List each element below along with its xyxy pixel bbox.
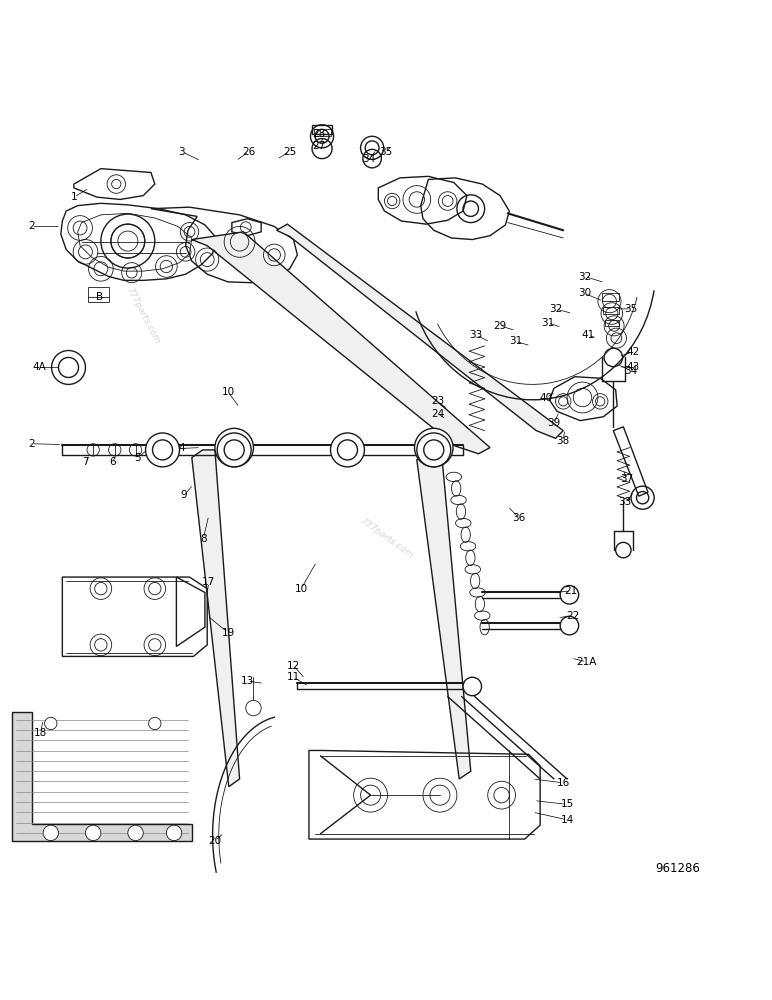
Text: 24: 24 (431, 409, 444, 419)
Text: 33: 33 (618, 497, 631, 507)
Text: 8: 8 (200, 534, 207, 544)
Text: 777parts.com: 777parts.com (357, 517, 415, 560)
Text: 2: 2 (29, 221, 35, 231)
Text: 11: 11 (287, 672, 300, 682)
Circle shape (463, 677, 482, 696)
Text: B: B (96, 292, 103, 302)
Text: 34: 34 (362, 154, 376, 164)
Polygon shape (276, 224, 564, 438)
Polygon shape (191, 450, 239, 787)
Polygon shape (417, 452, 471, 779)
Text: 30: 30 (578, 288, 591, 298)
Text: 32: 32 (549, 304, 562, 314)
Text: 20: 20 (208, 836, 222, 846)
Text: 4A: 4A (32, 362, 46, 372)
Circle shape (45, 717, 57, 730)
Text: 3: 3 (178, 147, 185, 157)
Text: 21: 21 (564, 586, 577, 596)
Circle shape (146, 433, 179, 467)
Bar (603, 307, 618, 314)
Text: 33: 33 (469, 330, 482, 340)
Text: 12: 12 (287, 661, 300, 671)
Circle shape (217, 433, 251, 467)
Text: 16: 16 (557, 778, 570, 788)
Text: 31: 31 (541, 318, 554, 328)
Text: 39: 39 (547, 418, 560, 428)
Polygon shape (12, 712, 191, 841)
Text: 29: 29 (493, 321, 506, 331)
Text: 10: 10 (222, 387, 235, 397)
Text: 15: 15 (560, 799, 574, 809)
Text: 37: 37 (620, 474, 633, 484)
Bar (604, 320, 618, 326)
Text: 40: 40 (540, 393, 553, 403)
Bar (88, 287, 110, 302)
Text: 28: 28 (313, 129, 326, 139)
Circle shape (560, 616, 579, 635)
Circle shape (330, 433, 364, 467)
Text: 36: 36 (512, 513, 525, 523)
Circle shape (417, 433, 451, 467)
Circle shape (86, 825, 101, 841)
Circle shape (128, 825, 144, 841)
Text: 43: 43 (626, 362, 639, 372)
Text: 6: 6 (109, 457, 116, 467)
Text: 2: 2 (29, 439, 35, 449)
Text: 26: 26 (242, 147, 256, 157)
Circle shape (215, 428, 253, 467)
Text: 32: 32 (578, 272, 591, 282)
Text: 23: 23 (431, 396, 444, 406)
Bar (313, 129, 330, 136)
Text: 17: 17 (202, 577, 215, 587)
Bar (601, 293, 618, 301)
Text: 35: 35 (625, 304, 638, 314)
Text: 4: 4 (178, 443, 185, 453)
Circle shape (415, 428, 453, 467)
Text: 22: 22 (566, 611, 579, 621)
Text: 5: 5 (134, 453, 141, 463)
Text: 10: 10 (295, 584, 308, 594)
Text: 13: 13 (241, 676, 254, 686)
Text: 41: 41 (581, 330, 594, 340)
Circle shape (167, 825, 181, 841)
Text: 21A: 21A (576, 657, 597, 667)
Polygon shape (191, 232, 490, 454)
Text: 34: 34 (625, 366, 638, 376)
Text: 25: 25 (283, 147, 296, 157)
Text: 19: 19 (222, 628, 235, 638)
Text: 1: 1 (70, 192, 77, 202)
Bar (312, 125, 332, 134)
Circle shape (149, 717, 161, 730)
Text: 38: 38 (557, 436, 570, 446)
Text: 7: 7 (82, 457, 89, 467)
Text: 777parts.com: 777parts.com (124, 285, 162, 345)
Text: 961286: 961286 (655, 862, 699, 875)
Text: 18: 18 (34, 728, 47, 738)
Text: 35: 35 (379, 147, 393, 157)
Circle shape (560, 586, 579, 604)
Text: 27: 27 (313, 141, 326, 151)
Text: 14: 14 (560, 815, 574, 825)
Circle shape (43, 825, 59, 841)
Circle shape (245, 700, 261, 716)
Text: 31: 31 (509, 336, 522, 346)
Text: 42: 42 (626, 347, 639, 357)
Text: 9: 9 (181, 490, 188, 500)
